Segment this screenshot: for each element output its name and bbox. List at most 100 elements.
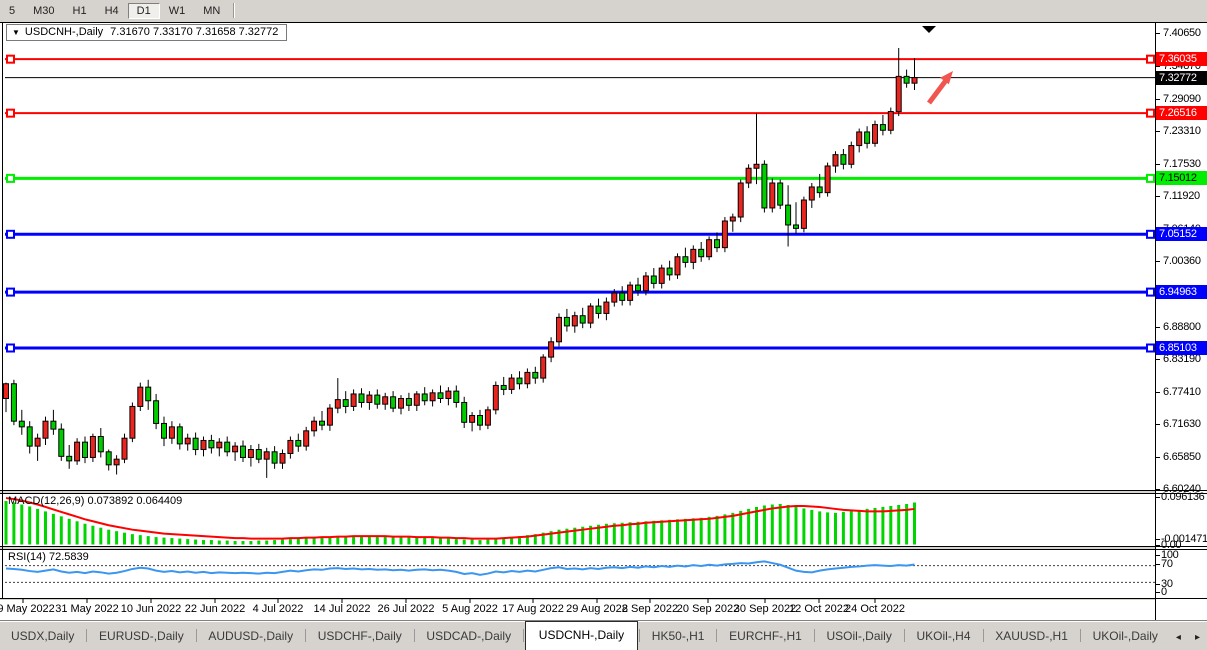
indicator-axis-tick: 0.096136 (1161, 491, 1205, 503)
tab-separator (813, 629, 815, 642)
toolbar-separator (233, 3, 235, 18)
tab-scroll-left-button[interactable]: ◂ (1175, 632, 1181, 643)
date-label-10-Jun-2022: 10 Jun 2022 (120, 603, 182, 615)
price-axis (1156, 22, 1207, 620)
indicator-axis-tick: 70 (1161, 558, 1173, 570)
price-axis-tick-dash (1156, 358, 1160, 360)
timeframe-button-H1[interactable]: H1 (72, 4, 87, 17)
tab-separator (903, 629, 905, 642)
price-axis-tick-dash (1156, 195, 1160, 197)
price-axis-tick-dash (1156, 98, 1160, 100)
date-label-19-May-2022: 19 May 2022 (0, 603, 55, 615)
date-label-31-May-2022: 31 May 2022 (55, 603, 119, 615)
date-label-17-Aug-2022: 17 Aug 2022 (502, 603, 564, 615)
date-label-12-Oct-2022: 12 Oct 2022 (789, 603, 849, 615)
tab-USDCHF--Daily[interactable]: USDCHF-,Daily (317, 629, 402, 643)
date-label-24-Oct-2022: 24 Oct 2022 (845, 603, 905, 615)
indicator-axis-tick-dash (1156, 539, 1160, 540)
timeframe-button-M30[interactable]: M30 (33, 4, 55, 17)
tab-separator (716, 629, 718, 642)
tab-XAUUSD--H1[interactable]: XAUUSD-,H1 (995, 629, 1068, 643)
price-axis-tick-dash (1156, 164, 1160, 166)
chart-symbol-title: USDCNH-,Daily (24, 26, 104, 38)
price-axis-tick: 6.83190 (1163, 352, 1201, 365)
tab-separator (195, 629, 197, 642)
tab-separator (1079, 629, 1081, 642)
price-axis-tick: 7.29090 (1163, 92, 1201, 105)
timeframe-button-W1[interactable]: W1 (168, 4, 186, 17)
tab-USDCNH--Daily[interactable]: USDCNH-,Daily (524, 621, 639, 650)
timeframe-toolbar: 5 M30 H1 H4 D1 W1 MN (0, 0, 1207, 21)
chart-ohlc-values: 7.31670 7.33170 7.31658 7.32772 (110, 26, 279, 38)
price-axis-tick: 7.17530 (1163, 158, 1201, 171)
indicator-axis-tick-dash (1156, 555, 1160, 556)
price-axis-tick: 7.11920 (1163, 189, 1200, 202)
indicator-axis-tick: 100 (1161, 549, 1179, 561)
tab-EURUSD--Daily[interactable]: EURUSD-,Daily (99, 629, 184, 643)
price-badge-6.94963: 6.94963 (1156, 285, 1207, 300)
price-badge-7.36035: 7.36035 (1156, 52, 1207, 67)
tab-separator (413, 629, 415, 642)
rsi-indicator-label: RSI(14) 72.5839 (8, 551, 89, 563)
timeframe-button-D1[interactable]: D1 (127, 2, 160, 19)
price-axis-tick-dash (1156, 327, 1160, 329)
date-label-20-Sep-2022: 20 Sep 2022 (676, 603, 740, 615)
tab-separator (86, 629, 88, 642)
tab-USDX-Daily[interactable]: USDX,Daily (11, 629, 75, 643)
tab-separator (523, 629, 524, 642)
tab-EURCHF--H1[interactable]: EURCHF-,H1 (729, 629, 802, 643)
date-label-22-Jun-2022: 22 Jun 2022 (184, 603, 246, 615)
price-badge-7.05152: 7.05152 (1156, 227, 1207, 242)
tab-separator (982, 629, 984, 642)
price-badge-7.32772: 7.32772 (1156, 70, 1207, 85)
tab-scroll-right-button[interactable]: ▸ (1194, 632, 1200, 643)
chevron-down-icon[interactable]: ▼ (12, 28, 20, 37)
indicator-axis-tick: 30 (1161, 578, 1173, 590)
price-axis-tick-dash (1156, 131, 1160, 133)
price-badge-6.85103: 6.85103 (1156, 341, 1207, 355)
indicator-axis-tick-dash (1156, 564, 1160, 565)
tab-UKOil--H4[interactable]: UKOil-,H4 (916, 629, 971, 643)
price-badge-7.15012: 7.15012 (1156, 171, 1207, 186)
date-axis-panel (0, 600, 1207, 620)
indicator-axis-tick-dash (1156, 545, 1160, 546)
price-axis-tick: 6.65850 (1163, 451, 1201, 464)
date-label-26-Jul-2022: 26 Jul 2022 (377, 603, 435, 615)
indicator-axis-tick: 0 (1161, 586, 1167, 598)
chart-title-box: ▼ USDCNH-,Daily 7.31670 7.33170 7.31658 7.… (6, 24, 288, 41)
date-label-30-Sep-2022: 30 Sep 2022 (733, 603, 797, 615)
price-axis-tick-dash (1156, 424, 1160, 426)
macd-indicator-label: MACD(12,26,9) 0.073892 0.064409 (8, 495, 183, 507)
main-chart-panel[interactable] (0, 22, 1207, 490)
timeframe-button-H4[interactable]: H4 (104, 4, 119, 17)
tab-separator (305, 629, 306, 642)
price-axis-tick: 7.23310 (1163, 125, 1201, 138)
price-axis-tick-dash (1156, 391, 1160, 393)
indicator-axis-tick-dash (1156, 584, 1160, 585)
price-axis-tick: 6.88800 (1163, 321, 1201, 334)
timeframe-button-MN[interactable]: MN (203, 4, 221, 17)
tab-AUDUSD--Daily[interactable]: AUDUSD-,Daily (208, 629, 294, 643)
price-axis-tick: 7.00360 (1163, 255, 1201, 268)
date-label-4-Jul-2022: 4 Jul 2022 (252, 603, 304, 615)
symbol-tab-bar: USDX,Daily EURUSD-,Daily AUDUSD-,Daily USDC… (0, 620, 1207, 650)
date-label-14-Jul-2022: 14 Jul 2022 (313, 603, 371, 615)
price-axis-tick: 6.71630 (1163, 418, 1201, 431)
price-axis-tick-dash (1156, 457, 1160, 459)
date-label-5-Aug-2022: 5 Aug 2022 (442, 603, 498, 615)
indicator-axis-tick: 0.00 (1161, 539, 1182, 551)
rsi-panel[interactable] (0, 550, 1207, 598)
timeframe-button-5[interactable]: 5 (9, 4, 16, 17)
indicator-axis-tick-dash (1156, 497, 1160, 498)
tab-HK50--H1[interactable]: HK50-,H1 (651, 629, 705, 643)
price-badge-7.26516: 7.26516 (1156, 106, 1207, 121)
tab-USDCAD--Daily[interactable]: USDCAD-,Daily (426, 629, 512, 643)
price-axis-tick-dash (1156, 33, 1160, 34)
price-axis-tick-dash (1156, 489, 1160, 490)
tab-USOil--Daily[interactable]: USOil-,Daily (826, 629, 892, 643)
date-label-29-Aug-2022: 29 Aug 2022 (566, 603, 628, 615)
price-axis-tick: 6.60240 (1163, 483, 1201, 495)
price-axis-tick: 7.40650 (1163, 27, 1201, 39)
tab-UKOil--Daily[interactable]: UKOil-,Daily (1092, 629, 1158, 643)
price-axis-tick: 6.77410 (1163, 385, 1201, 398)
